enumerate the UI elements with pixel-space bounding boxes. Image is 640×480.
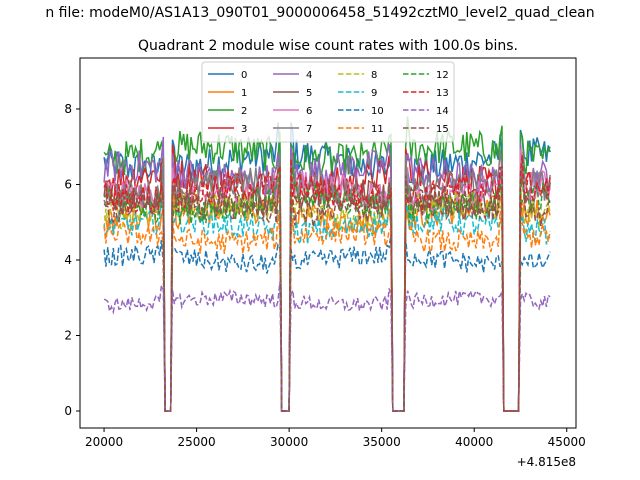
x-tick-label: 30000 <box>270 435 308 449</box>
series-line-15 <box>103 175 551 412</box>
legend-label-4: 4 <box>306 70 312 81</box>
series-line-13 <box>103 155 551 412</box>
x-tick-label: 40000 <box>455 435 493 449</box>
legend-label-14: 14 <box>436 106 449 117</box>
series-line-0 <box>103 122 551 412</box>
legend-label-15: 15 <box>436 124 449 135</box>
chart-title: Quadrant 2 module wise count rates with … <box>138 38 518 54</box>
legend-label-1: 1 <box>241 88 247 99</box>
y-tick-label: 0 <box>64 404 72 418</box>
y-tick-label: 4 <box>64 253 72 267</box>
legend-label-11: 11 <box>371 124 384 135</box>
plot-frame <box>79 57 577 429</box>
plot-lines <box>103 116 551 412</box>
y-tick-label: 8 <box>64 102 72 116</box>
legend-label-3: 3 <box>241 124 247 135</box>
legend-label-8: 8 <box>371 70 377 81</box>
legend-label-6: 6 <box>306 106 312 117</box>
series-line-2 <box>103 116 551 412</box>
series-line-14 <box>103 281 551 412</box>
y-tick-label: 2 <box>64 329 72 343</box>
legend-label-7: 7 <box>306 124 312 135</box>
legend-label-5: 5 <box>306 88 312 99</box>
x-axis: 20000 25000 30000 35000 40000 45000 <box>85 428 586 449</box>
series-line-9 <box>103 197 551 412</box>
series-line-4 <box>103 136 551 412</box>
legend-label-0: 0 <box>241 70 247 81</box>
legend-label-2: 2 <box>241 106 247 117</box>
series-line-10 <box>103 234 551 412</box>
x-tick-label: 35000 <box>363 435 401 449</box>
legend-box <box>201 61 455 143</box>
legend-label-10: 10 <box>371 106 384 117</box>
legend-label-13: 13 <box>436 88 449 99</box>
y-axis: 0 2 4 6 8 <box>64 102 80 418</box>
chart-suptitle: n file: modeM0/AS1A13_090T01_9000006458_… <box>45 5 594 21</box>
x-tick-label: 45000 <box>548 435 586 449</box>
x-tick-label: 20000 <box>85 435 123 449</box>
x-offset-label: +4.815e8 <box>517 455 576 469</box>
legend-label-12: 12 <box>436 70 449 81</box>
x-tick-label: 25000 <box>178 435 216 449</box>
y-tick-label: 6 <box>64 177 72 191</box>
legend-label-9: 9 <box>371 88 377 99</box>
series-line-11 <box>103 210 551 412</box>
